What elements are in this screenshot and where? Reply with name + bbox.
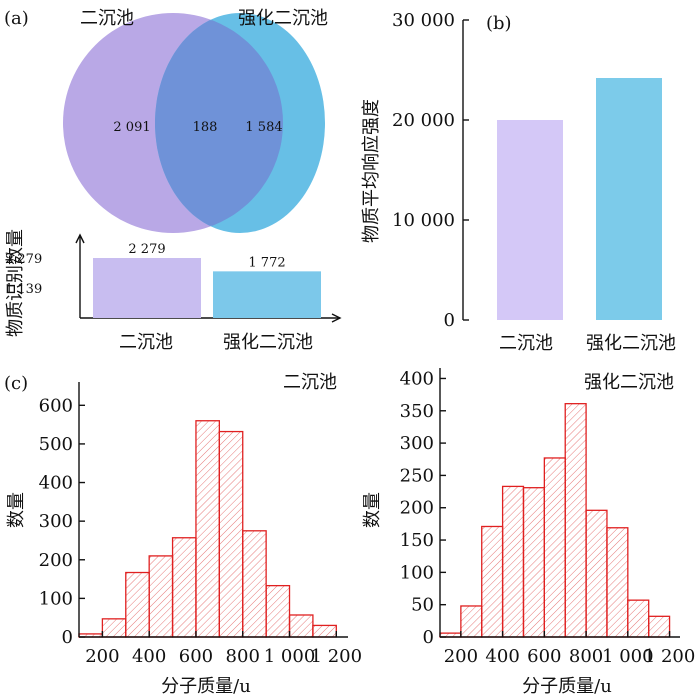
panel-c-right-x-tick-label: 1 000	[602, 646, 654, 667]
panel-c-left-bin-bar	[218, 430, 244, 638]
panel-a-y-axis-arrow	[75, 233, 85, 244]
panel-c-left-x-tick-label: 1 000	[264, 646, 316, 667]
panel-c-right-bin-bar	[585, 509, 608, 638]
panel-c-right-bin-bar	[481, 525, 504, 638]
panel-a-bar	[213, 271, 321, 318]
panel-c-left-ylabel: 数量	[6, 492, 27, 528]
panel-a-y-tick-label: 2 279	[5, 252, 42, 267]
panel-c-left-y-tick-label: 600	[39, 395, 73, 416]
panel-b-category-label: 强化二沉池	[586, 333, 676, 354]
panel-b-y-tick-label: 30 000	[392, 10, 455, 31]
panel-c-right-x-tick-label: 400	[485, 646, 519, 667]
panel-a-category-label: 二沉池	[119, 332, 173, 353]
panel-c-left-bin-bar	[171, 537, 197, 638]
panel-a-category-label: 强化二沉池	[223, 332, 313, 353]
panel-a-label: (a)	[4, 8, 29, 29]
panel-c-right-histogram: 强化二沉池 数量 分子质量/u 0 50 100 150 200 250 300 350 400…	[362, 368, 695, 697]
venn-overlap	[155, 20, 283, 226]
panel-c-left-y-tick-label: 500	[39, 434, 73, 455]
panel-c-left-bin-bar	[265, 584, 291, 638]
panel-c-left-bin-bar	[312, 624, 337, 638]
panel-c-right-bin-bar	[522, 487, 545, 638]
panel-c-label: (c)	[4, 373, 28, 394]
panel-b-bar	[497, 120, 563, 320]
panel-c-right-y-tick-label: 300	[400, 433, 434, 454]
venn-left-count: 2 091	[113, 120, 150, 135]
panel-c-right-bin-bar	[648, 615, 671, 638]
panel-b-y-tick-label: 20 000	[392, 110, 455, 131]
panel-c-left-y-tick-label: 0	[62, 627, 73, 648]
panel-c-left-y-tick-label: 100	[39, 588, 73, 609]
panel-c-right-bin-bar	[543, 457, 566, 638]
panel-c-right-y-tick-label: 0	[423, 627, 434, 648]
panel-c-left-bin-bar	[148, 555, 174, 638]
panel-c-right-y-tick-label: 200	[400, 498, 434, 519]
panel-a-venn: (a) 二沉池 强化二沉池 2 091 188 1 584	[4, 8, 328, 233]
panel-a-ylabel: 物质识别数量	[5, 229, 26, 337]
panel-c-right-xlabel: 分子质量/u	[522, 676, 612, 697]
panel-c-right-x-tick-label: 600	[527, 646, 561, 667]
panel-c-right-y-tick-label: 100	[400, 562, 434, 583]
panel-b-bar-chart: (b) 物质平均响应强度 0 10 000 20 000 30 000 二沉池 强化二沉池	[361, 10, 676, 354]
panel-c-left-y-tick-label: 400	[39, 473, 73, 494]
panel-a-bar-value-label: 2 279	[128, 242, 165, 257]
panel-a-y-tick-label: 1 139	[5, 282, 42, 297]
panel-c-left-title: 二沉池	[283, 372, 337, 393]
panel-c-right-bin-bar	[627, 599, 650, 638]
panel-a-x-axis-arrow	[331, 313, 342, 323]
venn-right-count: 1 584	[245, 120, 282, 135]
panel-c-left-x-tick-label: 1 200	[311, 646, 363, 667]
panel-b-y-tick-label: 10 000	[392, 210, 455, 231]
panel-a-bar	[93, 258, 201, 318]
panel-c-left-bin-bar	[101, 618, 127, 638]
panel-c-right-bin-bar	[564, 403, 587, 638]
panel-c-left-x-tick-label: 600	[179, 646, 213, 667]
panel-c-left-bin-bar	[242, 530, 267, 638]
panel-b-y-tick-label: 0	[444, 310, 455, 331]
panel-b-category-label: 二沉池	[499, 333, 553, 354]
panel-c-left-y-tick-label: 200	[39, 550, 73, 571]
panel-c-left-bin-bar	[195, 420, 220, 638]
venn-left-title: 二沉池	[80, 8, 134, 29]
panel-c-left-y-tick-label: 300	[39, 511, 73, 532]
panel-c-left-histogram: (c) 二沉池 数量 分子质量/u 0 100 200 300 400 500 600 200…	[4, 372, 362, 697]
panel-c-right-x-tick-label: 800	[569, 646, 603, 667]
panel-c-right-x-tick-label: 1 200	[644, 646, 696, 667]
panel-b-ylabel: 物质平均响应强度	[361, 99, 382, 243]
panel-c-right-y-tick-label: 400	[400, 368, 434, 389]
panel-c-right-title: 强化二沉池	[584, 372, 674, 393]
venn-right-title: 强化二沉池	[238, 8, 328, 29]
venn-intersection-count: 188	[193, 120, 218, 135]
panel-c-right-y-tick-label: 50	[411, 595, 434, 616]
panel-c-right-bin-bar	[460, 605, 483, 638]
panel-c-right-bin-bar	[606, 527, 629, 638]
panel-c-right-y-tick-label: 250	[400, 465, 434, 486]
panel-c-left-x-tick-label: 200	[85, 646, 119, 667]
panel-c-left-bin-bar	[288, 614, 314, 638]
panel-b-bar	[596, 78, 662, 320]
panel-c-right-ylabel: 数量	[362, 492, 383, 528]
panel-c-left-x-tick-label: 800	[226, 646, 260, 667]
panel-a-bar-chart: 物质识别数量 1 139 2 279 2 279 二沉池 1 772 强化二沉池	[5, 229, 342, 353]
panel-c-right-bin-bar	[501, 485, 525, 638]
panel-c-left-bin-bar	[125, 571, 150, 638]
panel-b-label: (b)	[486, 13, 512, 34]
panel-c-right-y-tick-label: 150	[400, 530, 434, 551]
panel-c-left-x-tick-label: 400	[132, 646, 166, 667]
panel-c-left-xlabel: 分子质量/u	[161, 676, 251, 697]
panel-c-right-x-tick-label: 200	[444, 646, 478, 667]
panel-a-bar-value-label: 1 772	[248, 255, 285, 270]
panel-c-right-y-tick-label: 350	[400, 401, 434, 422]
